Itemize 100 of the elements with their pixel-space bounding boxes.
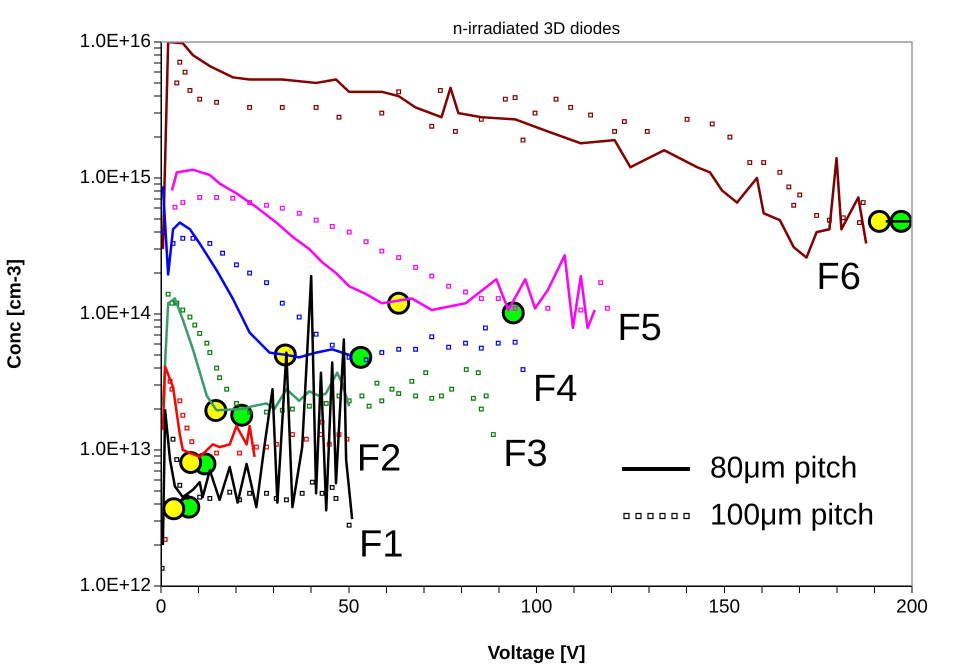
point — [189, 439, 194, 444]
point — [396, 89, 402, 94]
point — [346, 522, 352, 528]
annotation: F6 — [816, 256, 861, 298]
point — [330, 342, 335, 348]
point — [247, 490, 252, 496]
point — [786, 184, 792, 190]
point — [177, 60, 182, 65]
point — [187, 88, 192, 93]
point — [502, 96, 508, 102]
point — [470, 396, 476, 401]
point — [512, 340, 518, 345]
point — [452, 128, 458, 134]
point — [496, 296, 501, 301]
point — [588, 112, 594, 118]
point — [413, 264, 418, 270]
point — [478, 406, 484, 412]
point — [396, 255, 402, 260]
point — [476, 370, 481, 376]
point — [247, 105, 252, 110]
point — [364, 239, 368, 244]
point — [280, 105, 285, 110]
point — [684, 116, 690, 122]
point — [300, 490, 305, 496]
point — [438, 88, 443, 93]
point — [520, 367, 526, 372]
point — [320, 490, 325, 496]
point — [174, 300, 180, 306]
point — [747, 160, 752, 165]
point — [182, 70, 188, 75]
point — [346, 354, 352, 360]
point — [330, 224, 335, 229]
point — [605, 306, 610, 311]
point — [429, 124, 434, 129]
y-axis-title: Conc [cm-3] — [4, 259, 26, 369]
point — [162, 497, 186, 520]
point — [478, 296, 484, 301]
point — [449, 386, 454, 392]
point — [304, 436, 309, 442]
point — [217, 375, 222, 380]
point — [814, 213, 820, 218]
point — [512, 95, 518, 100]
point — [346, 398, 352, 404]
x-tick-label: 100 — [520, 596, 552, 618]
point — [826, 218, 832, 223]
point — [429, 396, 434, 401]
point — [379, 398, 384, 404]
point — [463, 290, 468, 294]
point — [520, 138, 526, 143]
point — [446, 344, 452, 350]
point — [280, 408, 285, 413]
point — [207, 241, 212, 246]
point — [234, 400, 239, 406]
point — [413, 346, 418, 352]
point — [284, 497, 289, 502]
point — [532, 110, 538, 116]
point — [396, 391, 402, 396]
point — [207, 350, 212, 356]
point — [314, 105, 319, 110]
point — [379, 110, 384, 116]
point — [197, 194, 202, 200]
point — [207, 496, 212, 501]
point — [791, 202, 796, 208]
point — [482, 325, 488, 330]
point — [296, 314, 302, 320]
annotation: F3 — [503, 432, 548, 475]
point — [429, 274, 434, 279]
point — [290, 406, 295, 412]
point — [174, 80, 180, 86]
point — [180, 200, 186, 205]
point — [184, 494, 190, 500]
point — [379, 248, 384, 254]
x-tick-label: 150 — [708, 596, 740, 618]
point — [197, 96, 202, 102]
point — [463, 340, 468, 346]
point — [409, 378, 414, 384]
point — [578, 308, 584, 312]
point — [366, 404, 372, 409]
point — [237, 450, 242, 456]
point — [187, 314, 192, 320]
point — [296, 210, 302, 216]
annotation: F2 — [356, 438, 402, 480]
point — [247, 410, 252, 415]
point — [264, 490, 269, 496]
point — [306, 404, 312, 409]
point — [220, 250, 226, 256]
point — [190, 236, 196, 241]
point — [197, 330, 202, 336]
point — [314, 218, 319, 223]
point — [180, 236, 186, 241]
point — [180, 308, 186, 312]
point — [174, 457, 180, 462]
point — [490, 432, 496, 437]
chart-title: n-irradiated 3D diodes — [452, 19, 620, 38]
point — [374, 380, 380, 386]
point — [710, 121, 715, 126]
x-tick-label: 200 — [896, 596, 928, 618]
point — [197, 494, 202, 500]
y-tick-label: 1.0E+15 — [80, 167, 151, 188]
point — [545, 306, 550, 311]
